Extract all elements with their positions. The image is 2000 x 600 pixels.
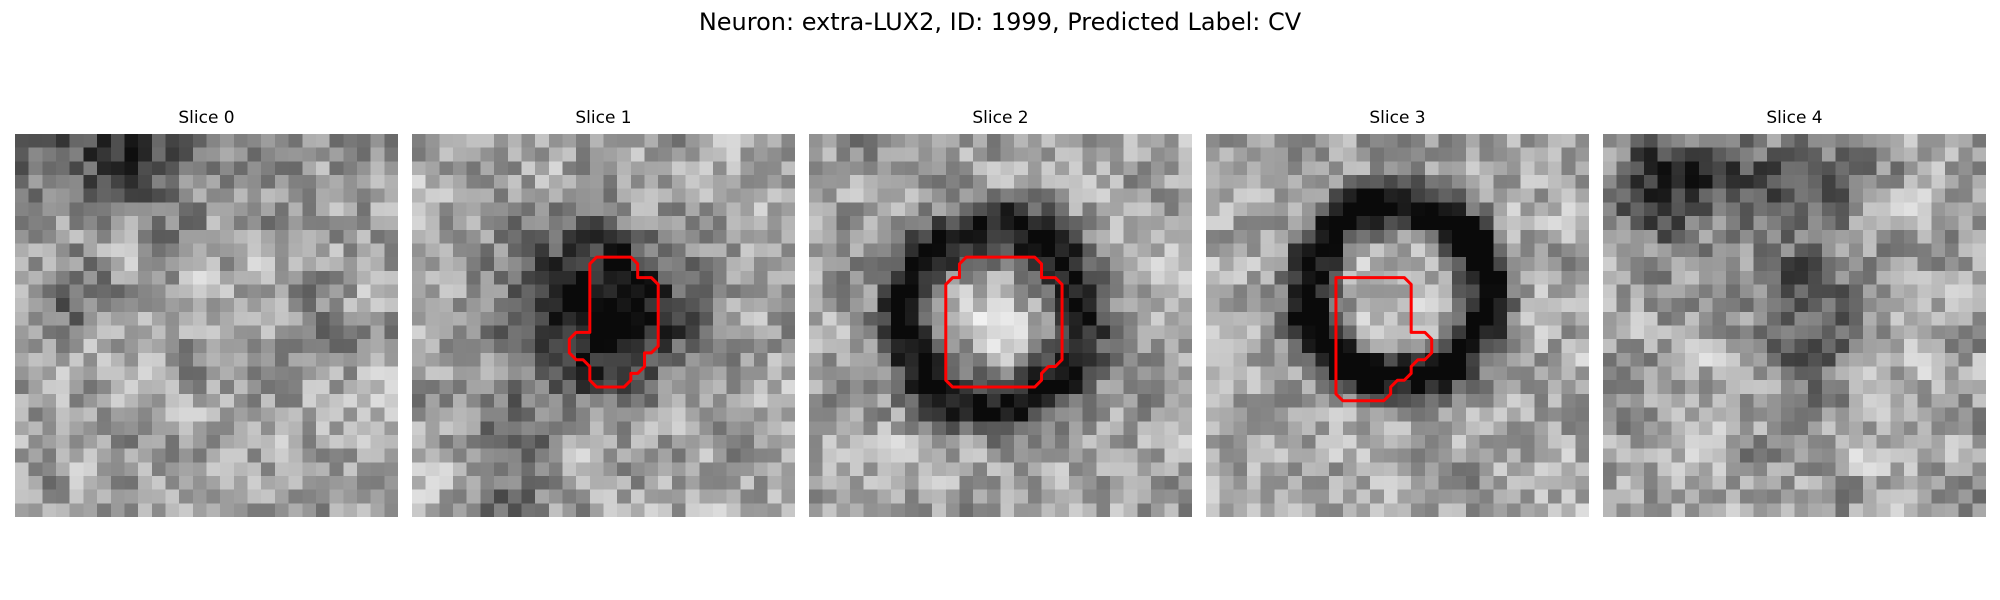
mask-outline-3: [1334, 276, 1434, 403]
panel-title-slice-1: Slice 1: [575, 108, 632, 128]
mask-outline-1: [567, 255, 660, 389]
panel-title-slice-3: Slice 3: [1369, 108, 1426, 128]
slice-image-3: [1206, 134, 1589, 517]
slice-image-0: [15, 134, 398, 517]
slice-image-4: [1603, 134, 1986, 517]
mask-outline-2: [944, 255, 1064, 389]
panel-title-slice-2: Slice 2: [972, 108, 1029, 128]
slice-image-1: [412, 134, 795, 517]
figure-title: Neuron: extra-LUX2, ID: 1999, Predicted …: [698, 8, 1302, 36]
panel-title-slice-4: Slice 4: [1766, 108, 1823, 128]
panel-title-slice-0: Slice 0: [178, 108, 235, 128]
slice-image-2: [809, 134, 1192, 517]
